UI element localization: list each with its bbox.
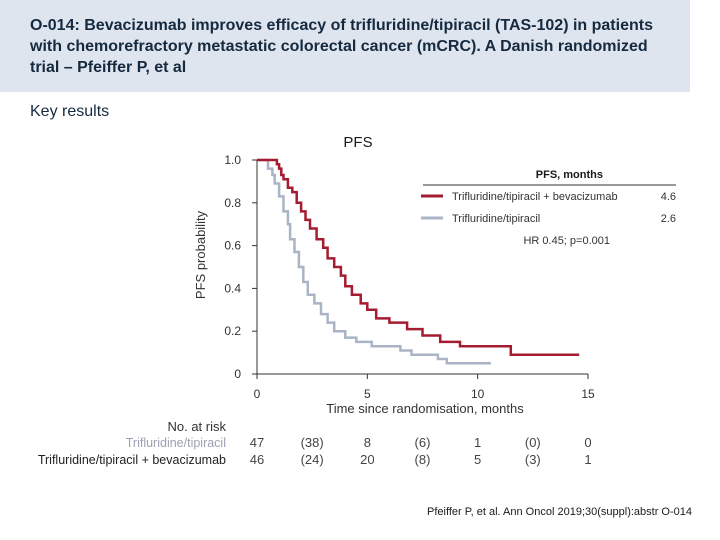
axes: 0 0.2 0.4 0.6 0.8 1.0 0 5 10 15 — [224, 153, 595, 401]
legend-value: 2.6 — [661, 213, 676, 225]
y-tick-label: 0.4 — [224, 281, 241, 295]
y-axis-label: PFS probability — [193, 210, 208, 299]
risk-value: 47 — [250, 435, 264, 450]
title-band — [0, 0, 720, 92]
risk-value: 20 — [360, 452, 374, 467]
risk-table-label: No. at risk — [167, 419, 226, 434]
risk-value: (0) — [525, 435, 541, 450]
risk-value: 5 — [474, 452, 481, 467]
risk-row-label: Trifluridine/tipiracil — [126, 436, 226, 450]
risk-value: (6) — [415, 435, 431, 450]
x-tick-label: 5 — [364, 387, 371, 401]
legend-value: 4.6 — [661, 191, 676, 203]
title-band-edge — [690, 0, 720, 92]
slide-title: O-014: Bevacizumab improves efficacy of … — [30, 17, 653, 76]
legend-header: PFS, months — [536, 169, 603, 181]
x-tick-label: 0 — [254, 387, 261, 401]
risk-value: (3) — [525, 452, 541, 467]
section-subtitle: Key results — [30, 103, 110, 120]
risk-value: (24) — [301, 452, 324, 467]
x-axis-label: Time since randomisation, months — [326, 401, 524, 416]
y-tick-label: 0.2 — [224, 324, 241, 338]
x-tick-label: 15 — [581, 387, 595, 401]
risk-value: 1 — [584, 452, 591, 467]
x-tick-label: 10 — [471, 387, 485, 401]
km-curve — [257, 158, 491, 365]
legend: PFS, months Trifluridine/tipiracil + beva… — [421, 169, 676, 247]
risk-value: 1 — [474, 435, 481, 450]
y-tick-label: 1.0 — [224, 153, 241, 167]
risk-value: (38) — [301, 435, 324, 450]
citation: Pfeiffer P, et al. Ann Oncol 2019;30(sup… — [427, 506, 692, 518]
km-curve — [257, 158, 580, 356]
hazard-ratio: HR 0.45; p=0.001 — [523, 235, 610, 247]
risk-value: (8) — [415, 452, 431, 467]
chart-title: PFS — [343, 134, 372, 151]
y-tick-label: 0 — [234, 367, 241, 381]
risk-value: 46 — [250, 452, 264, 467]
risk-value: 8 — [364, 435, 371, 450]
legend-label: Trifluridine/tipiracil + bevacizumab — [452, 191, 618, 203]
km-curves — [257, 158, 580, 365]
risk-table: No. at risk Trifluridine/tipiracil 47 (38) 8… — [38, 419, 592, 467]
risk-value: 0 — [584, 435, 591, 450]
y-tick-label: 0.8 — [224, 196, 241, 210]
legend-label: Trifluridine/tipiracil — [452, 213, 540, 225]
risk-row-label: Trifluridine/tipiracil + bevacizumab — [38, 453, 226, 467]
y-tick-label: 0.6 — [224, 239, 241, 253]
